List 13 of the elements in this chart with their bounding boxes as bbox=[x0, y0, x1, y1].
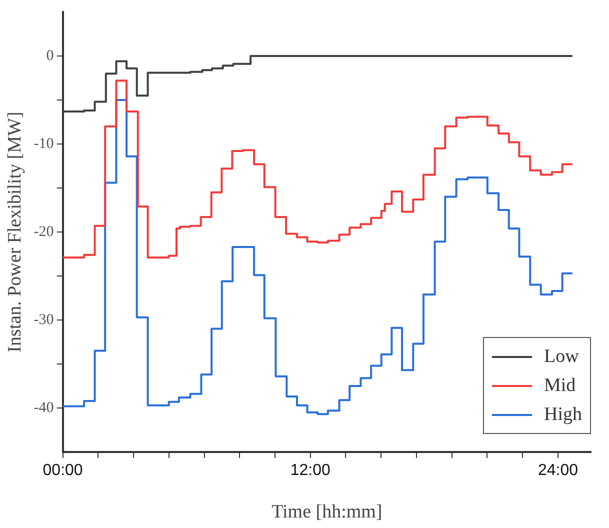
x-tick-label: 00:00 bbox=[42, 462, 83, 480]
y-tick-label: -10 bbox=[34, 136, 54, 152]
y-axis-title: Instan. Power Flexibility [MW] bbox=[4, 112, 26, 352]
x-axis-title: Time [hh:mm] bbox=[272, 502, 382, 523]
y-tick-label: -20 bbox=[34, 224, 54, 240]
y-tick-label: 0 bbox=[46, 48, 54, 64]
y-tick-label: -40 bbox=[34, 400, 54, 416]
x-tick-label: 12:00 bbox=[290, 462, 331, 480]
x-tick-label: 24:00 bbox=[538, 462, 578, 480]
legend-label: Mid bbox=[544, 374, 576, 396]
legend-label: Low bbox=[544, 346, 579, 368]
y-tick-label: -30 bbox=[34, 312, 54, 328]
legend-label: High bbox=[544, 404, 582, 426]
